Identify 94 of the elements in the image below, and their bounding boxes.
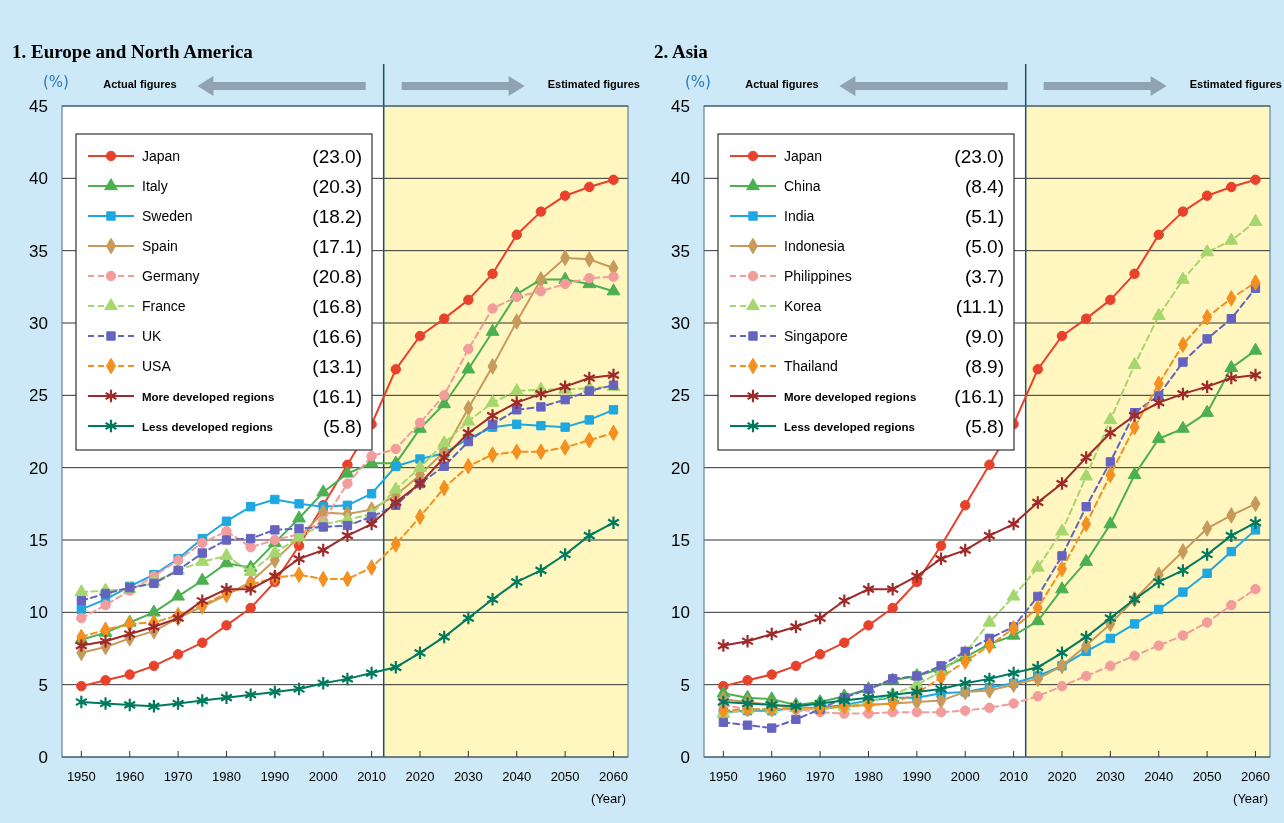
legend-label: USA: [142, 358, 172, 374]
band-label: Actual figures: [103, 78, 177, 90]
annotation: (5.8): [322, 416, 362, 437]
x-tick-label: 1990: [902, 769, 932, 784]
annotation: (16.1): [954, 386, 1004, 407]
x-tick-label: 1990: [260, 769, 290, 784]
x-tick-label: 2040: [502, 769, 532, 784]
annotation: (18.2): [312, 206, 362, 227]
y-tick-label: 5: [680, 675, 690, 695]
legend-label: India: [784, 208, 815, 224]
x-tick-label: 2060: [599, 769, 628, 784]
annotation: (9.0): [964, 326, 1004, 347]
annotation: (5.0): [964, 236, 1004, 257]
y-tick-label: 15: [671, 531, 690, 550]
y-tick-label: 10: [29, 603, 48, 623]
legend-label: Less developed regions: [784, 421, 916, 433]
y-tick-label: 5: [38, 675, 48, 695]
y-tick-label: 30: [671, 314, 690, 333]
y-tick-label: 45: [671, 97, 690, 116]
x-tick-label: 2010: [357, 769, 387, 784]
legend-label: Sweden: [142, 208, 193, 224]
annotation: (3.7): [964, 266, 1004, 287]
legend-label: Spain: [142, 238, 178, 254]
x-tick-label: 2050: [550, 769, 580, 784]
legend-label: More developed regions: [142, 391, 275, 403]
annotation: (20.8): [312, 266, 362, 287]
x-tick-label: 1980: [854, 769, 883, 784]
x-tick-label: 2020: [1047, 769, 1077, 784]
x-tick-label: 1970: [805, 769, 835, 784]
chart-title: 1. Europe and North America: [12, 41, 254, 62]
annotation: (16.1): [312, 386, 362, 407]
annotation: (8.4): [964, 176, 1004, 197]
x-tick-label: 1950: [66, 769, 96, 784]
y-tick-label: 20: [29, 458, 48, 478]
legend-label: Japan: [142, 148, 181, 164]
y-tick-label: 40: [29, 169, 48, 189]
y-tick-label: 35: [671, 241, 690, 261]
annotation: (5.8): [964, 416, 1004, 437]
y-tick-label: 40: [671, 169, 690, 189]
legend-label: Japan: [784, 148, 823, 164]
x-tick-label: 1970: [163, 769, 193, 784]
legend-label: Philippines: [784, 268, 852, 284]
x-tick-label: 2040: [1144, 769, 1174, 784]
x-tick-label: 2000: [308, 769, 338, 784]
y-tick-label: 15: [29, 531, 48, 550]
y-tick-label: 25: [29, 386, 48, 406]
legend-label: Singapore: [784, 328, 849, 344]
x-tick-label: 2030: [453, 769, 483, 784]
x-tick-label: 2050: [1192, 769, 1222, 784]
y-tick-label: 0: [38, 748, 48, 767]
legend-label: Italy: [142, 178, 168, 194]
annotation: (23.0): [312, 146, 362, 167]
annotation: (16.8): [312, 296, 362, 317]
x-tick-label: 1950: [708, 769, 738, 784]
y-tick-label: 0: [680, 748, 690, 767]
x-tick-label: 1980: [212, 769, 241, 784]
legend-label: UK: [142, 328, 163, 344]
y-tick-label: 25: [671, 386, 690, 406]
y-axis-title: (%): [43, 73, 69, 91]
legend-label: Germany: [142, 268, 200, 284]
band-label: Estimated figures: [1189, 78, 1282, 90]
annotation: (8.9): [964, 356, 1004, 377]
legend-label: Less developed regions: [142, 421, 274, 433]
legend-label: More developed regions: [784, 391, 917, 403]
chart-title: 2. Asia: [654, 41, 709, 62]
legend-label: Korea: [784, 298, 822, 314]
annotation: (11.1): [955, 296, 1004, 317]
y-tick-label: 30: [29, 314, 48, 333]
annotation: (5.1): [964, 206, 1004, 227]
x-tick-label: 2000: [950, 769, 980, 784]
x-tick-label: 2030: [1095, 769, 1125, 784]
y-tick-label: 20: [671, 458, 690, 478]
x-tick-label: 2010: [999, 769, 1029, 784]
legend-label: Thailand: [784, 358, 838, 374]
legend-label: China: [784, 178, 821, 194]
y-tick-label: 45: [29, 97, 48, 116]
y-axis-title: (%): [685, 73, 711, 91]
legend-label: Indonesia: [784, 238, 845, 254]
annotation: (13.1): [312, 356, 362, 377]
band-label: Actual figures: [745, 78, 819, 90]
x-tick-label: 2020: [405, 769, 435, 784]
y-tick-label: 35: [29, 241, 48, 261]
x-tick-label: 1960: [757, 769, 787, 784]
x-axis-title: (Year): [591, 791, 626, 806]
x-tick-label: 2060: [1241, 769, 1270, 784]
annotation: (20.3): [312, 176, 362, 197]
legend-label: France: [142, 298, 186, 314]
annotation: (17.1): [312, 236, 362, 257]
y-tick-label: 10: [671, 603, 690, 623]
x-axis-title: (Year): [1233, 791, 1268, 806]
annotation: (23.0): [954, 146, 1004, 167]
x-tick-label: 1960: [115, 769, 145, 784]
band-label: Estimated figures: [547, 78, 640, 90]
annotation: (16.6): [312, 326, 362, 347]
